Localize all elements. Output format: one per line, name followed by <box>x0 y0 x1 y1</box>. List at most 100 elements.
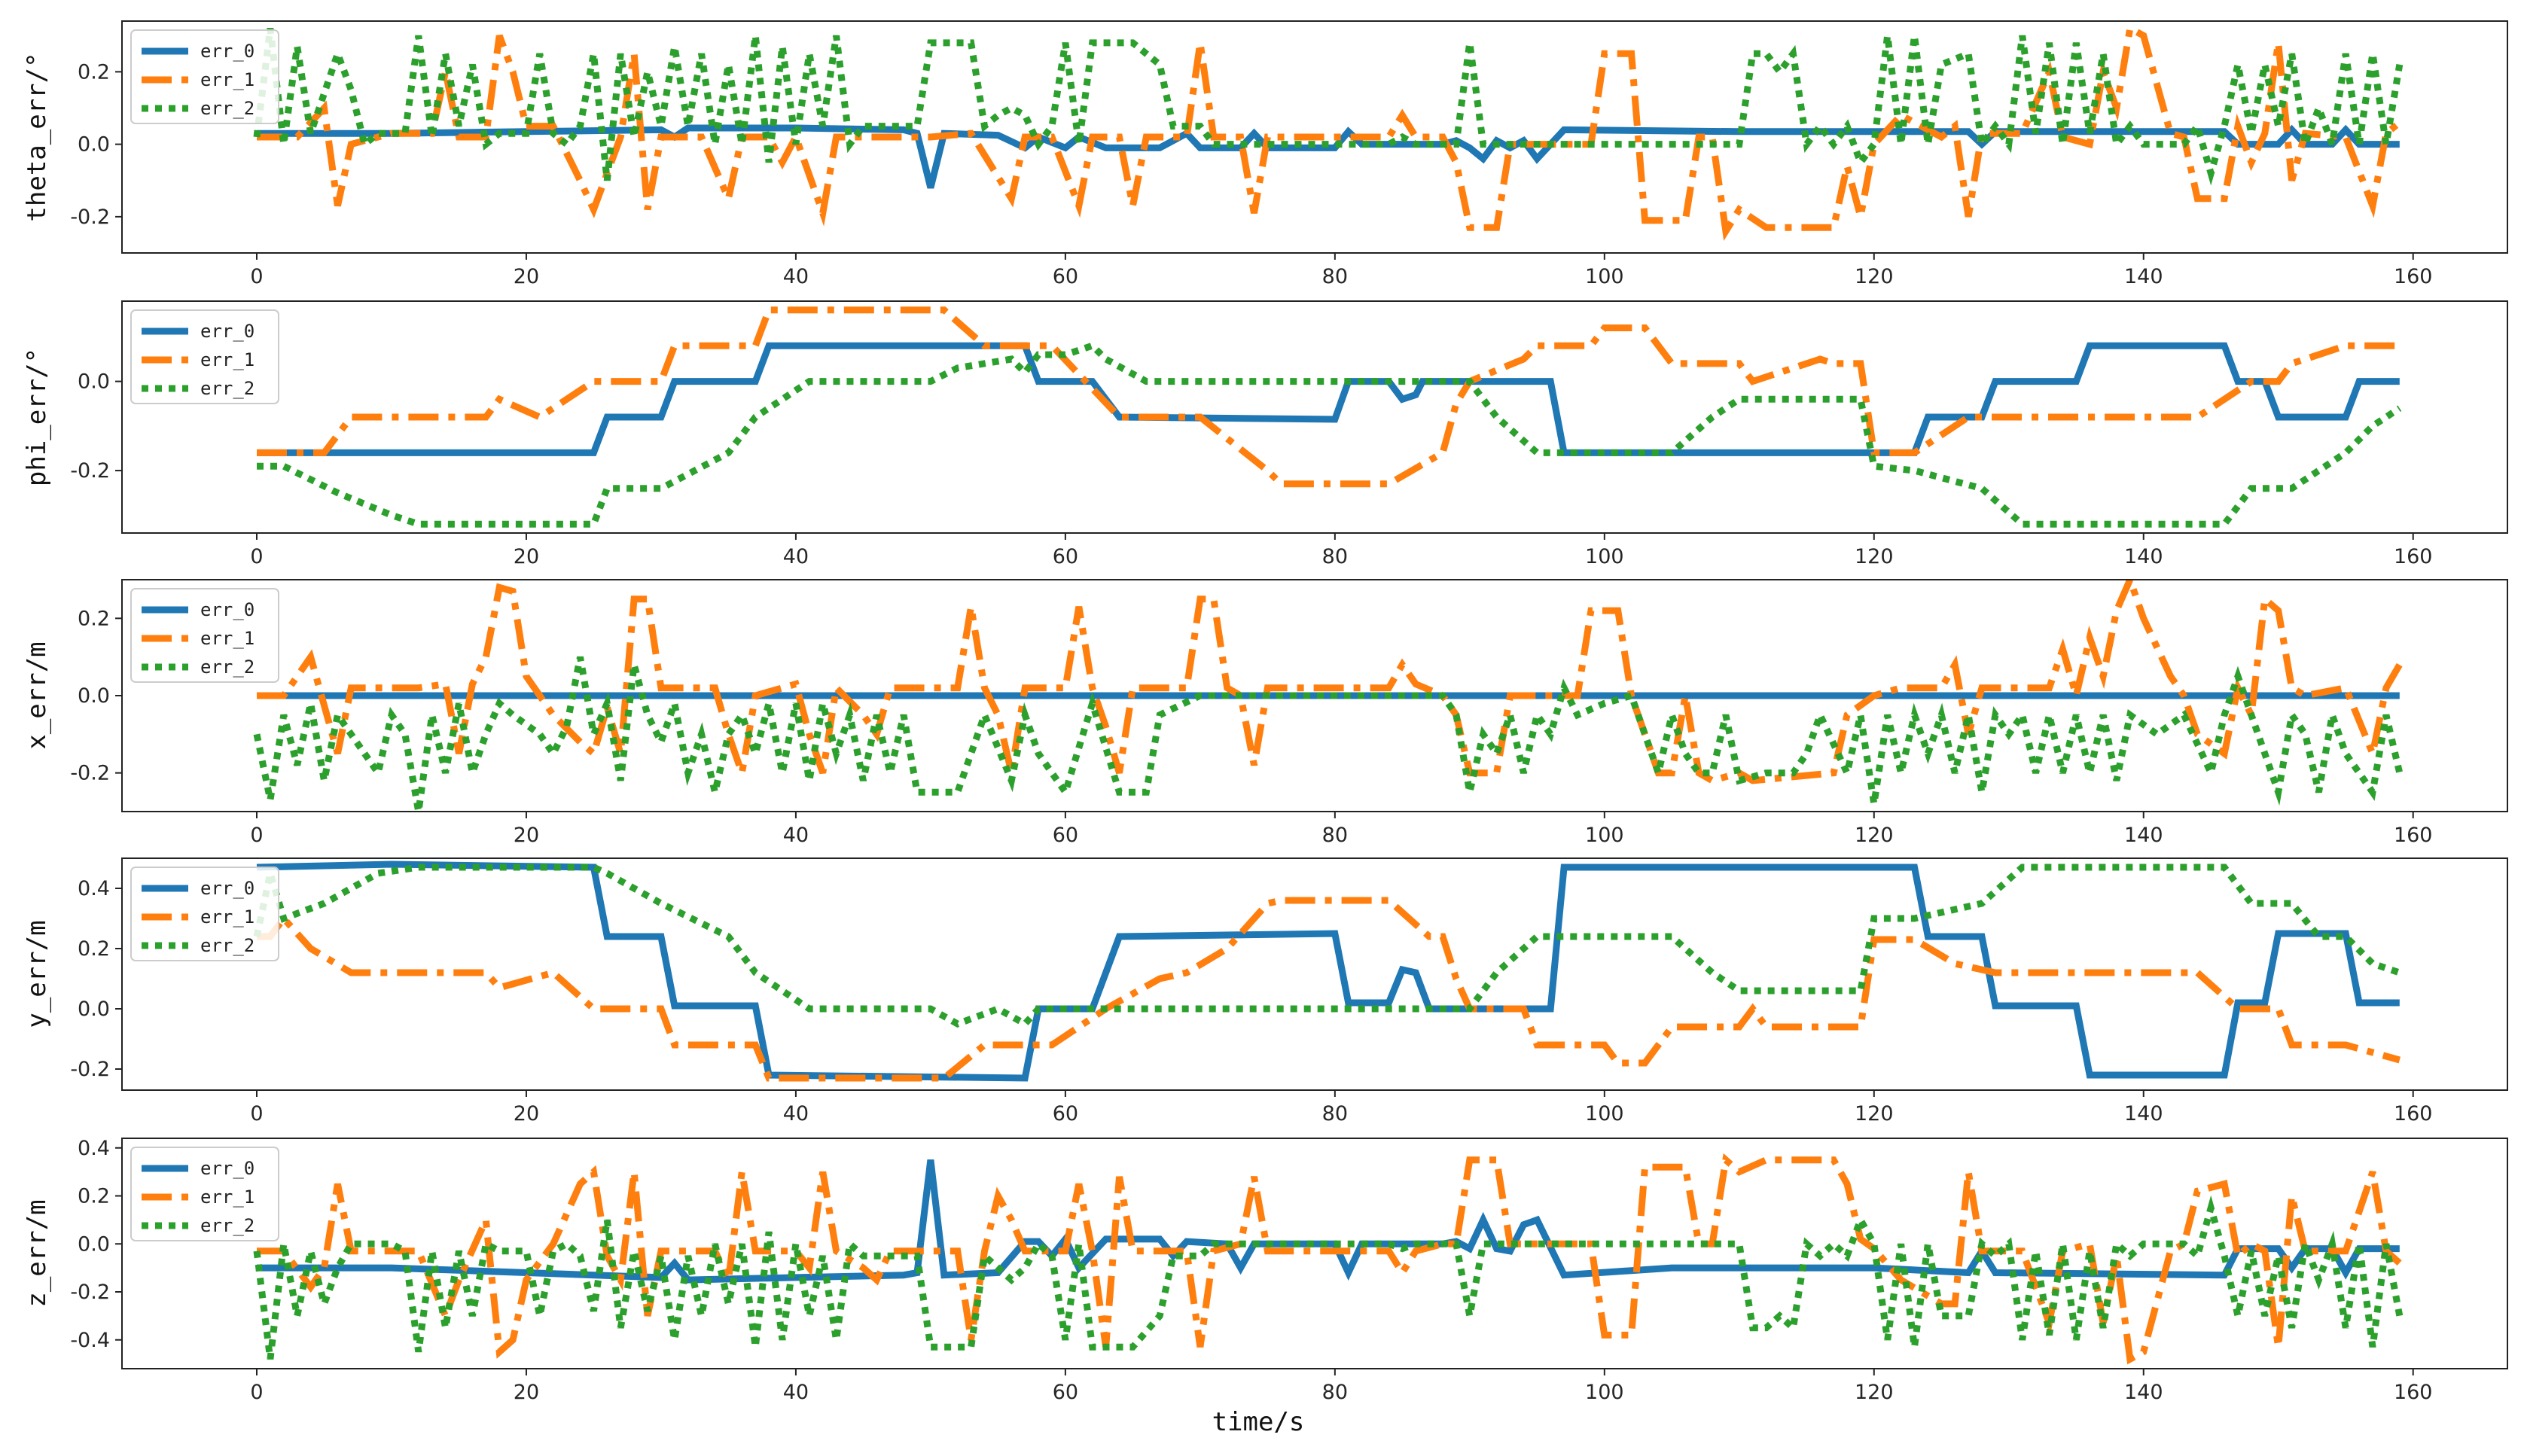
legend: err_0 err_1 err_2 <box>130 309 279 404</box>
legend-label: err_0 <box>200 599 255 620</box>
subplot-2: 0 20 40 60 80 100 120 140 160 -0.2 0.0 0.2 x_err/m er… <box>22 579 2508 847</box>
series-line-err-0 <box>256 861 2400 1082</box>
series-line-err-1 <box>257 23 2402 241</box>
y-tick-label: 0.0 <box>78 684 110 708</box>
legend-label: err_1 <box>200 349 255 370</box>
series-line-err-1 <box>257 306 2400 488</box>
x-tick-label: 140 <box>2124 1102 2163 1126</box>
y-tick-label: 0.2 <box>78 607 110 630</box>
y-tick-label: -0.4 <box>70 1329 110 1352</box>
x-tick-label: 80 <box>1322 265 1348 288</box>
x-tick-label: 40 <box>783 265 809 288</box>
y-axis-title: y_err/m <box>22 920 52 1028</box>
y-axis-title: x_err/m <box>22 641 52 749</box>
x-tick-label: 120 <box>1855 545 1894 568</box>
x-tick-label: 140 <box>2124 1381 2163 1404</box>
series-line-err-0 <box>257 124 2400 189</box>
x-tick-label: 100 <box>1585 1381 1624 1404</box>
x-tick-label: 60 <box>1053 1102 1078 1126</box>
legend: err_0 err_1 err_2 <box>130 867 279 961</box>
x-tick-label: 160 <box>2394 824 2433 847</box>
x-tick-label: 20 <box>514 824 539 847</box>
y-tick-label: -0.2 <box>70 459 110 483</box>
y-tick-label: 0.0 <box>78 998 110 1021</box>
x-tick-label: 120 <box>1855 1102 1894 1126</box>
x-tick-label: 60 <box>1053 824 1078 847</box>
legend-label: err_0 <box>200 1158 255 1179</box>
subplot-1: 0 20 40 60 80 100 120 140 160 -0.2 0.0 phi_err/° err… <box>22 300 2508 568</box>
x-tick-label: 20 <box>514 1102 539 1126</box>
x-tick-label: 140 <box>2124 265 2163 288</box>
series-line-err-0 <box>257 342 2400 456</box>
legend: err_0 err_1 err_2 <box>130 588 279 683</box>
legend-label: err_1 <box>200 69 255 90</box>
series-line-err-1 <box>257 897 2401 1082</box>
legend: err_0 err_1 err_2 <box>130 29 279 124</box>
x-tick-label: 60 <box>1053 545 1078 568</box>
y-tick-label: 0.0 <box>78 133 110 157</box>
x-tick-label: 0 <box>250 1102 263 1126</box>
legend-label: err_2 <box>200 378 255 399</box>
y-tick-label: 0.0 <box>78 370 110 394</box>
x-axis-title: time/s <box>1212 1407 1305 1437</box>
y-tick-label: 0.2 <box>78 937 110 961</box>
x-tick-label: 40 <box>783 824 809 847</box>
plot-frame <box>121 20 2508 254</box>
x-tick-label: 0 <box>250 265 263 288</box>
legend-label: err_2 <box>200 1215 255 1236</box>
series-line-err-2 <box>257 342 2402 528</box>
series-line-err-2 <box>253 656 2404 812</box>
x-tick-label: 100 <box>1585 265 1624 288</box>
plot-frame <box>121 1138 2508 1369</box>
x-tick-label: 100 <box>1585 545 1624 568</box>
y-axis-title: z_err/m <box>22 1199 52 1307</box>
y-tick-label: 0.2 <box>78 1185 110 1208</box>
y-tick-label: -0.2 <box>70 1058 110 1081</box>
x-tick-label: 60 <box>1053 1381 1078 1404</box>
x-tick-label: 120 <box>1855 824 1894 847</box>
x-tick-label: 40 <box>783 545 809 568</box>
series-line-err-2 <box>253 864 2401 1028</box>
y-tick-label: 0.4 <box>78 877 110 900</box>
x-tick-label: 160 <box>2394 545 2433 568</box>
y-tick-label: 0.4 <box>78 1137 110 1160</box>
x-tick-label: 60 <box>1053 265 1078 288</box>
series-line-err-2 <box>253 28 2404 186</box>
legend-label: err_0 <box>200 41 255 62</box>
y-axis-title: phi_err/° <box>22 348 52 486</box>
y-tick-label: -0.2 <box>70 206 110 229</box>
x-tick-label: 0 <box>250 545 263 568</box>
x-tick-label: 0 <box>250 824 263 847</box>
x-tick-label: 40 <box>783 1102 809 1126</box>
legend-label: err_0 <box>200 878 255 899</box>
x-tick-label: 80 <box>1322 824 1348 847</box>
subplot-0: 0 20 40 60 80 100 120 140 160 -0.2 0.0 0.2 theta_err… <box>22 20 2508 288</box>
x-tick-label: 100 <box>1585 824 1624 847</box>
x-tick-label: 120 <box>1855 1381 1894 1404</box>
x-tick-label: 160 <box>2394 265 2433 288</box>
legend-label: err_1 <box>200 628 255 649</box>
legend: err_0 err_1 err_2 <box>130 1147 279 1241</box>
x-tick-label: 80 <box>1322 1102 1348 1126</box>
legend-label: err_1 <box>200 1186 255 1208</box>
x-tick-label: 20 <box>514 1381 539 1404</box>
x-tick-label: 80 <box>1322 545 1348 568</box>
x-tick-label: 140 <box>2124 824 2163 847</box>
x-tick-label: 140 <box>2124 545 2163 568</box>
y-axis-title: theta_err/° <box>22 52 52 221</box>
x-tick-label: 120 <box>1855 265 1894 288</box>
x-tick-label: 160 <box>2394 1381 2433 1404</box>
series-line-err-2 <box>253 1195 2404 1360</box>
subplot-4: 0 20 40 60 80 100 120 140 160 -0.4 -0.2 0.0 0.2 0.4 z_… <box>22 1137 2508 1404</box>
plot-frame <box>121 300 2508 534</box>
subplot-3: 0 20 40 60 80 100 120 140 160 -0.2 0.0 0.2 0.4 y_err/… <box>22 857 2508 1126</box>
x-tick-label: 20 <box>514 265 539 288</box>
legend-label: err_2 <box>200 98 255 119</box>
x-tick-label: 20 <box>514 545 539 568</box>
legend-label: err_1 <box>200 906 255 928</box>
legend-label: err_0 <box>200 321 255 342</box>
x-tick-label: 0 <box>250 1381 263 1404</box>
y-tick-label: -0.2 <box>70 762 110 785</box>
plot-frame <box>121 857 2508 1091</box>
